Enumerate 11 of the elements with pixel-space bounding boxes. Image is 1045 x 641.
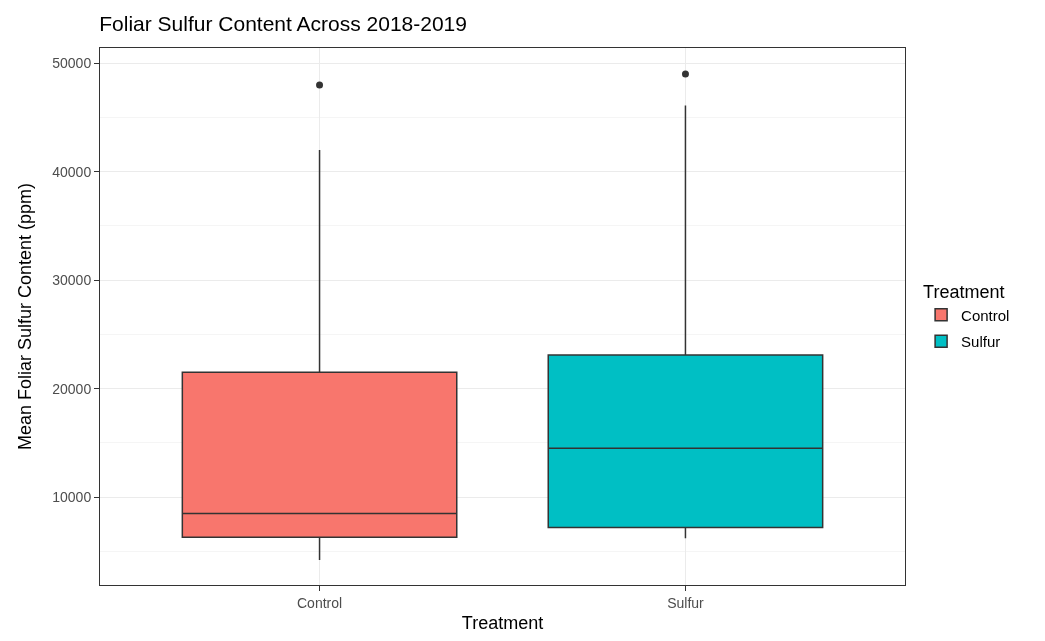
y-tick-label: 50000 xyxy=(52,55,92,72)
y-tick-label: 40000 xyxy=(52,163,92,180)
chart-title: Foliar Sulfur Content Across 2018-2019 xyxy=(99,11,467,35)
y-tick-label: 30000 xyxy=(52,272,92,289)
y-tick-label: 20000 xyxy=(52,380,92,397)
x-axis-title: Treatment xyxy=(461,612,544,633)
legend-label: Control xyxy=(961,306,1010,324)
y-axis-title: Mean Foliar Sulfur Content (ppm) xyxy=(15,182,36,451)
legend-label: Sulfur xyxy=(961,333,1001,350)
y-tick-label: 10000 xyxy=(52,489,92,506)
legend-title: Treatment xyxy=(923,282,1005,303)
